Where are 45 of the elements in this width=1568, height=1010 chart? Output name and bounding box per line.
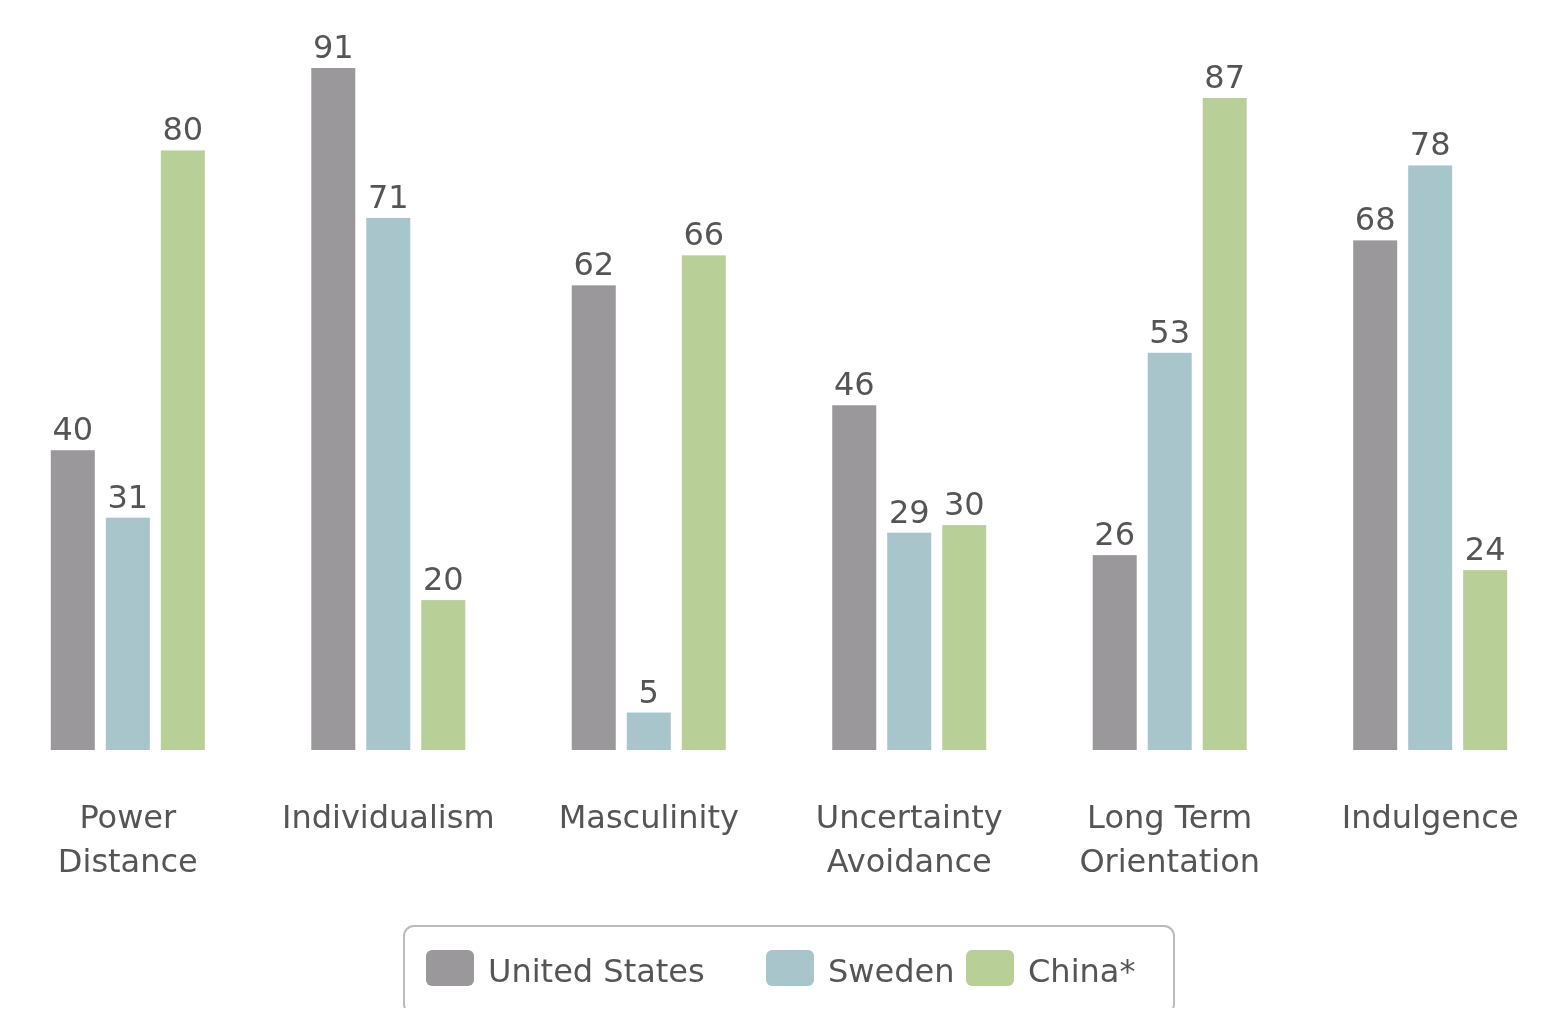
bar xyxy=(626,712,671,750)
data-label: 20 xyxy=(422,560,464,599)
legend-label: United States xyxy=(488,952,705,990)
data-label: 46 xyxy=(833,365,875,404)
bar xyxy=(50,450,95,750)
bar xyxy=(681,255,726,750)
data-label: 31 xyxy=(107,477,149,516)
data-label: 91 xyxy=(312,28,354,66)
x-tick-label: Long Term Orientation xyxy=(1079,798,1261,880)
bar xyxy=(1463,570,1508,750)
data-label: 71 xyxy=(367,177,409,216)
data-label: 78 xyxy=(1409,125,1451,164)
bar xyxy=(421,600,466,750)
data-label: 5 xyxy=(638,672,659,711)
bar xyxy=(105,517,150,750)
bar xyxy=(160,150,205,750)
data-label: 53 xyxy=(1149,312,1191,351)
data-label: 80 xyxy=(162,110,204,149)
data-label: 66 xyxy=(683,215,725,254)
bar xyxy=(1147,352,1192,750)
data-label: 62 xyxy=(573,245,615,284)
bar xyxy=(1408,165,1453,750)
bar xyxy=(311,68,356,750)
bar xyxy=(571,285,616,750)
bar xyxy=(832,405,877,750)
data-label: 30 xyxy=(943,485,985,524)
x-tick-label: Uncertainty Avoidance xyxy=(815,798,1003,880)
bar xyxy=(1202,97,1247,750)
data-label: 68 xyxy=(1354,200,1396,239)
x-tick-label: Masculinity xyxy=(558,798,739,836)
bar xyxy=(366,217,411,750)
x-tick-label: Power Distance xyxy=(57,798,198,880)
data-label: 24 xyxy=(1464,530,1506,569)
data-label: 26 xyxy=(1094,515,1136,554)
bar xyxy=(942,525,987,750)
x-tick-label: Indulgence xyxy=(1341,798,1519,836)
data-label: 29 xyxy=(888,492,930,531)
bar xyxy=(1092,555,1137,750)
legend-label: Sweden xyxy=(828,952,955,990)
data-label: 87 xyxy=(1204,57,1246,96)
bar xyxy=(1353,240,1398,750)
data-label: 40 xyxy=(52,410,94,449)
bar xyxy=(887,532,932,750)
x-tick-label: Individualism xyxy=(282,798,495,836)
legend-label: China* xyxy=(1028,952,1136,990)
